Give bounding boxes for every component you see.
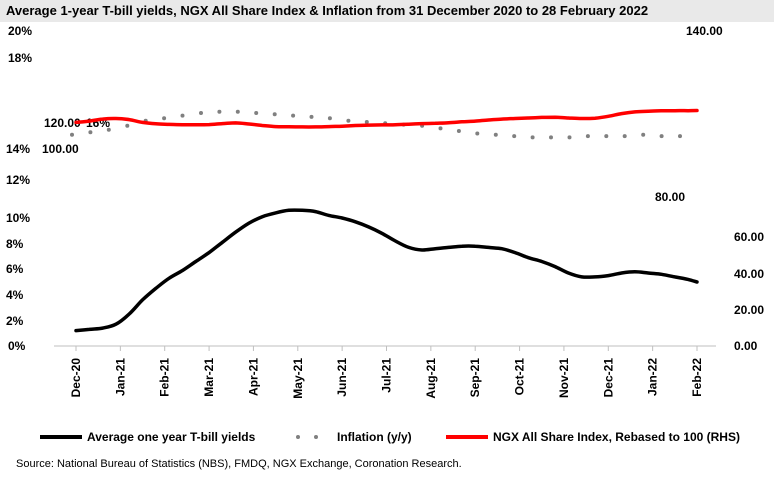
inflation-point: [88, 130, 93, 135]
inflation-point: [217, 109, 222, 114]
x-tick-label: Aug-21: [424, 358, 438, 399]
inflation-point: [678, 134, 682, 139]
inflation-point: [254, 111, 259, 115]
inflation-point: [70, 132, 74, 137]
inflation-point: [125, 123, 130, 128]
x-tick-label: Apr-21: [246, 358, 260, 396]
left-axis-label: 18%: [8, 51, 32, 65]
inflation-point: [309, 114, 314, 119]
x-tick-label: Dec-21: [601, 358, 615, 398]
x-tick-label: Oct-21: [513, 358, 527, 396]
source-note: Source: National Bureau of Statistics (N…: [16, 458, 462, 470]
left-axis-labels: 0%2%4%6%8%10%12%14%16%18%20%: [6, 24, 110, 353]
inflation-point: [438, 126, 443, 131]
inflation-point: [622, 134, 627, 139]
inflation-point: [512, 134, 517, 139]
right-axis-label: 100.00: [42, 142, 79, 156]
inflation-point: [456, 129, 461, 133]
inflation-point: [180, 113, 185, 118]
x-tick-label: Dec-20: [69, 358, 83, 398]
x-tick-label: Feb-21: [158, 358, 172, 397]
tbill-yield-line: [74, 208, 699, 333]
x-tick-label: May-21: [291, 358, 305, 399]
inflation-point: [162, 116, 167, 121]
chart-title: Average 1-year T-bill yields, NGX All Sh…: [6, 3, 649, 18]
x-tick-label: Mar-21: [202, 358, 216, 397]
inflation-point: [567, 135, 572, 140]
inflation-point: [291, 113, 296, 118]
right-axis-label: 140.00: [686, 24, 723, 38]
x-tick-label: Jun-21: [335, 358, 349, 397]
inflation-point: [327, 116, 332, 121]
x-tick-label: Feb-22: [690, 358, 704, 397]
chart-title-bar: Average 1-year T-bill yields, NGX All Sh…: [0, 0, 774, 22]
legend: Average one year T-bill yields Inflation…: [40, 430, 740, 444]
inflation-point: [235, 109, 240, 114]
inflation-point: [106, 127, 111, 132]
right-axis-label: 80.00: [655, 190, 685, 204]
left-axis-label: 8%: [6, 237, 24, 251]
right-axis-label: 60.00: [734, 230, 764, 244]
x-tick-label: Nov-21: [557, 358, 571, 398]
x-tick-label: Jul-21: [380, 358, 394, 393]
left-axis-label: 4%: [6, 288, 24, 302]
right-axis-labels: 0.00 20.00 40.00 60.00 80.00 100.00 120.00 140.…: [42, 24, 764, 353]
inflation-point: [530, 135, 535, 140]
right-axis-label: 120.00: [44, 116, 81, 130]
inflation-point: [493, 132, 498, 137]
legend-label-ngx: NGX All Share Index, Rebased to 100 (RHS…: [493, 430, 740, 444]
inflation-point: [641, 132, 646, 137]
legend-label-inflation: Inflation (y/y): [337, 430, 412, 444]
right-axis-label: 0.00: [734, 339, 758, 353]
x-tick-label: Jan-21: [113, 358, 127, 396]
inflation-point: [475, 131, 480, 136]
series-layer: [70, 108, 699, 333]
inflation-point: [199, 111, 203, 115]
ngx-index-line: [74, 108, 699, 129]
left-axis-label: 0%: [8, 339, 26, 353]
legend-swatch-inflation: [296, 435, 318, 439]
left-axis-label: 12%: [6, 173, 30, 187]
legend-label-tbill: Average one year T-bill yields: [87, 430, 256, 444]
inflation-point: [659, 134, 664, 139]
left-axis-label: 20%: [8, 24, 32, 38]
inflation-point: [272, 112, 277, 117]
right-axis-label: 20.00: [734, 303, 764, 317]
inflation-point: [364, 120, 369, 124]
left-axis-label: 6%: [6, 262, 24, 276]
inflation-point: [346, 118, 351, 123]
x-axis-ticks: [75, 346, 698, 351]
left-axis-label: 10%: [6, 211, 30, 225]
inflation-point: [585, 134, 590, 139]
left-axis-label: 14%: [6, 142, 30, 156]
right-axis-label: 40.00: [734, 267, 764, 281]
x-axis-labels: Dec-20 Jan-21 Feb-21 Mar-21 Apr-21 May-21 Jun-…: [69, 358, 704, 399]
inflation-point: [604, 134, 609, 139]
inflation-point: [549, 135, 553, 140]
x-tick-label: Jan-22: [646, 358, 660, 396]
left-axis-label: 2%: [6, 314, 24, 328]
x-tick-label: Sep-21: [468, 358, 482, 398]
